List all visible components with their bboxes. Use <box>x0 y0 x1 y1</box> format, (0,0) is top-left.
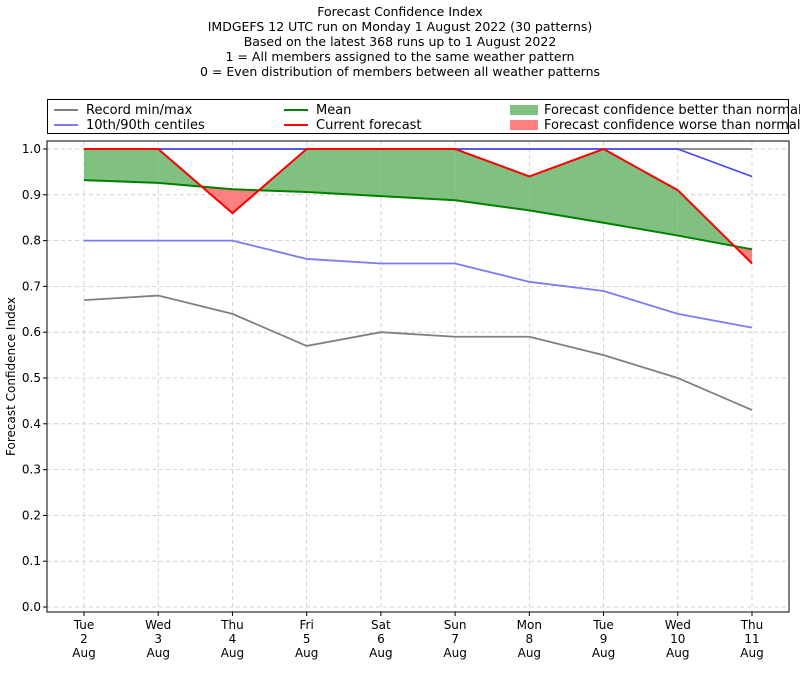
legend-label-better: Forecast confidence better than normal <box>544 102 800 118</box>
x-tick-label: 9 <box>600 632 608 646</box>
fill-better-than-normal <box>603 149 678 236</box>
legend-label-record: Record min/max <box>86 102 193 118</box>
x-tick-label: Aug <box>72 646 95 660</box>
y-tick-label: 0.6 <box>22 325 41 339</box>
x-tick-label: Mon <box>517 618 542 632</box>
x-tick-label: 4 <box>229 632 237 646</box>
x-tick-label: Aug <box>369 646 392 660</box>
x-tick-label: Wed <box>145 618 171 632</box>
y-tick-label: 1.0 <box>22 142 41 156</box>
y-tick-label: 0.8 <box>22 234 41 248</box>
y-tick-label: 0.4 <box>22 417 41 431</box>
x-tick-label: Sat <box>371 618 391 632</box>
legend-item-better: Forecast confidence better than normal <box>510 102 800 118</box>
fill-better-than-normal <box>455 149 530 211</box>
y-tick-label: 0.1 <box>22 554 41 568</box>
x-tick-label: 5 <box>303 632 311 646</box>
title-line-4: 1 = All members assigned to the same wea… <box>225 49 575 64</box>
x-tick-label: Aug <box>147 646 170 660</box>
x-tick-label: Tue <box>73 618 95 632</box>
legend: Record min/max 10th/90th centiles Mean C… <box>47 99 800 134</box>
y-tick-label: 0.5 <box>22 371 41 385</box>
title-line-2: IMDGEFS 12 UTC run on Monday 1 August 20… <box>207 19 593 34</box>
series-line-current <box>84 147 753 265</box>
legend-item-record: Record min/max <box>54 102 192 118</box>
x-tick-label: Aug <box>592 646 615 660</box>
x-tick-label: 3 <box>154 632 162 646</box>
legend-label-current: Current forecast <box>316 117 422 133</box>
legend-swatch-mean <box>284 109 308 111</box>
x-tick-label: Wed <box>665 618 691 632</box>
plot-frame <box>46 140 790 613</box>
x-tick-label: 11 <box>744 632 759 646</box>
x-tick-label: Thu <box>220 618 244 632</box>
legend-item-worse: Forecast confidence worse than normal <box>510 117 800 133</box>
x-tick-label: Fri <box>300 618 314 632</box>
x-tick-label: 2 <box>80 632 88 646</box>
x-tick-label: Aug <box>221 646 244 660</box>
x-tick-label: Tue <box>592 618 614 632</box>
legend-swatch-better <box>510 105 538 115</box>
y-tick-label: 0.9 <box>22 188 41 202</box>
y-tick-label: 0.0 <box>22 600 41 614</box>
fill-better-than-normal <box>306 149 381 197</box>
title-line-1: Forecast Confidence Index <box>317 4 483 19</box>
legend-item-centiles: 10th/90th centiles <box>54 117 205 133</box>
fill-better-than-normal <box>84 149 159 183</box>
legend-swatch-record <box>54 109 78 111</box>
series-line-record-min <box>83 294 753 411</box>
legend-item-mean: Mean <box>284 102 351 118</box>
x-tick-label: Thu <box>740 618 764 632</box>
chart-title-block: Forecast Confidence Index IMDGEFS 12 UTC… <box>0 4 800 79</box>
legend-label-worse: Forecast confidence worse than normal <box>544 117 800 133</box>
tick-layer: 0.00.10.20.30.40.50.60.70.80.91.0Tue2Aug… <box>22 142 764 660</box>
legend-label-centiles: 10th/90th centiles <box>86 117 205 133</box>
x-tick-label: 7 <box>451 632 459 646</box>
x-tick-label: Aug <box>740 646 763 660</box>
y-tick-label: 0.2 <box>22 508 41 522</box>
x-tick-label: Aug <box>518 646 541 660</box>
legend-item-current: Current forecast <box>284 117 422 133</box>
series-line-mean <box>83 179 753 251</box>
title-line-3: Based on the latest 368 runs up to 1 Aug… <box>243 34 557 49</box>
x-tick-label: 10 <box>670 632 685 646</box>
legend-label-mean: Mean <box>316 102 352 118</box>
x-tick-label: 8 <box>526 632 534 646</box>
legend-swatch-current <box>284 124 308 126</box>
x-tick-label: Aug <box>295 646 318 660</box>
x-tick-label: Aug <box>666 646 689 660</box>
x-tick-label: Aug <box>443 646 466 660</box>
y-tick-label: 0.3 <box>22 463 41 477</box>
x-tick-label: Sun <box>444 618 467 632</box>
legend-swatch-centiles <box>54 124 78 126</box>
fill-better-than-normal <box>529 149 604 223</box>
title-line-5: 0 = Even distribution of members between… <box>199 64 601 79</box>
y-axis-label: Forecast Confidence Index <box>4 297 18 456</box>
y-tick-label: 0.7 <box>22 279 41 293</box>
fill-layer <box>84 149 752 264</box>
legend-swatch-worse <box>510 120 538 130</box>
series-line-p10 <box>84 239 753 329</box>
x-tick-label: 6 <box>377 632 385 646</box>
fill-better-than-normal <box>380 149 456 201</box>
line-layer <box>83 147 753 411</box>
